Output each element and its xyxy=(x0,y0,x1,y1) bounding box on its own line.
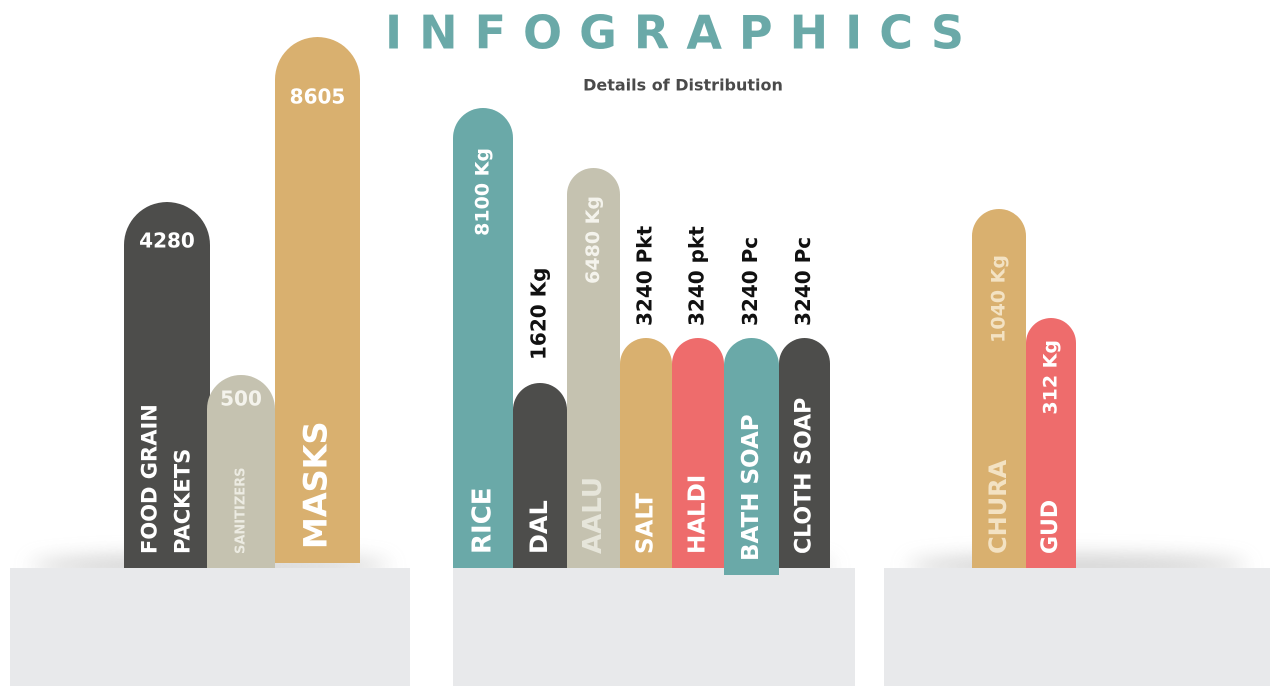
bars: FOOD GRAIN PACKETS 4280 SANITIZERS 500 MASKS 8… xyxy=(124,37,1076,575)
value-label: 8605 xyxy=(290,85,346,109)
bar-label: AALU xyxy=(578,477,608,554)
bar-label: FOOD GRAIN xyxy=(138,404,162,554)
bar xyxy=(513,383,567,568)
bar xyxy=(672,338,724,568)
value-label: 1620 Kg xyxy=(527,268,551,360)
value-label: 3240 pkt xyxy=(685,226,709,326)
platform xyxy=(453,568,855,686)
bar-label: MASKS xyxy=(297,422,335,550)
value-label: 8100 Kg xyxy=(472,148,494,236)
value-label: 3240 Pkt xyxy=(633,225,657,326)
value-label: 500 xyxy=(220,387,262,411)
bar-label: SANITIZERS xyxy=(234,467,249,554)
bar-label: RICE xyxy=(468,487,498,554)
bar xyxy=(275,37,360,564)
bar-label: DAL xyxy=(525,500,553,554)
platforms xyxy=(10,556,1270,686)
platform xyxy=(884,568,1270,686)
bar-label: BATH SOAP xyxy=(738,414,764,561)
value-label: 6480 Kg xyxy=(582,196,604,284)
bar xyxy=(724,338,779,575)
value-label: 3240 Pc xyxy=(791,237,815,326)
platform xyxy=(10,568,410,686)
bar xyxy=(620,338,672,568)
bar-label: HALDI xyxy=(685,475,711,554)
value-label: 4280 xyxy=(139,229,195,253)
bar xyxy=(124,202,210,568)
bar-label: CLOTH SOAP xyxy=(792,398,817,554)
title: INFOGRAPHICS xyxy=(385,6,981,60)
bar xyxy=(453,108,513,568)
bar xyxy=(972,209,1026,568)
bar-label: SALT xyxy=(633,493,659,554)
value-label: 312 Kg xyxy=(1040,340,1062,415)
subtitle: Details of Distribution xyxy=(583,76,783,95)
bar xyxy=(1026,318,1076,568)
bar-label: PACKETS xyxy=(170,449,194,554)
bar-label: CHURA xyxy=(984,459,1012,554)
value-label: 3240 Pc xyxy=(738,237,762,326)
bar xyxy=(779,338,830,568)
bar xyxy=(567,168,620,569)
value-label: 1040 Kg xyxy=(988,255,1010,343)
bar xyxy=(207,375,275,568)
bar-label: GUD xyxy=(1038,500,1063,554)
